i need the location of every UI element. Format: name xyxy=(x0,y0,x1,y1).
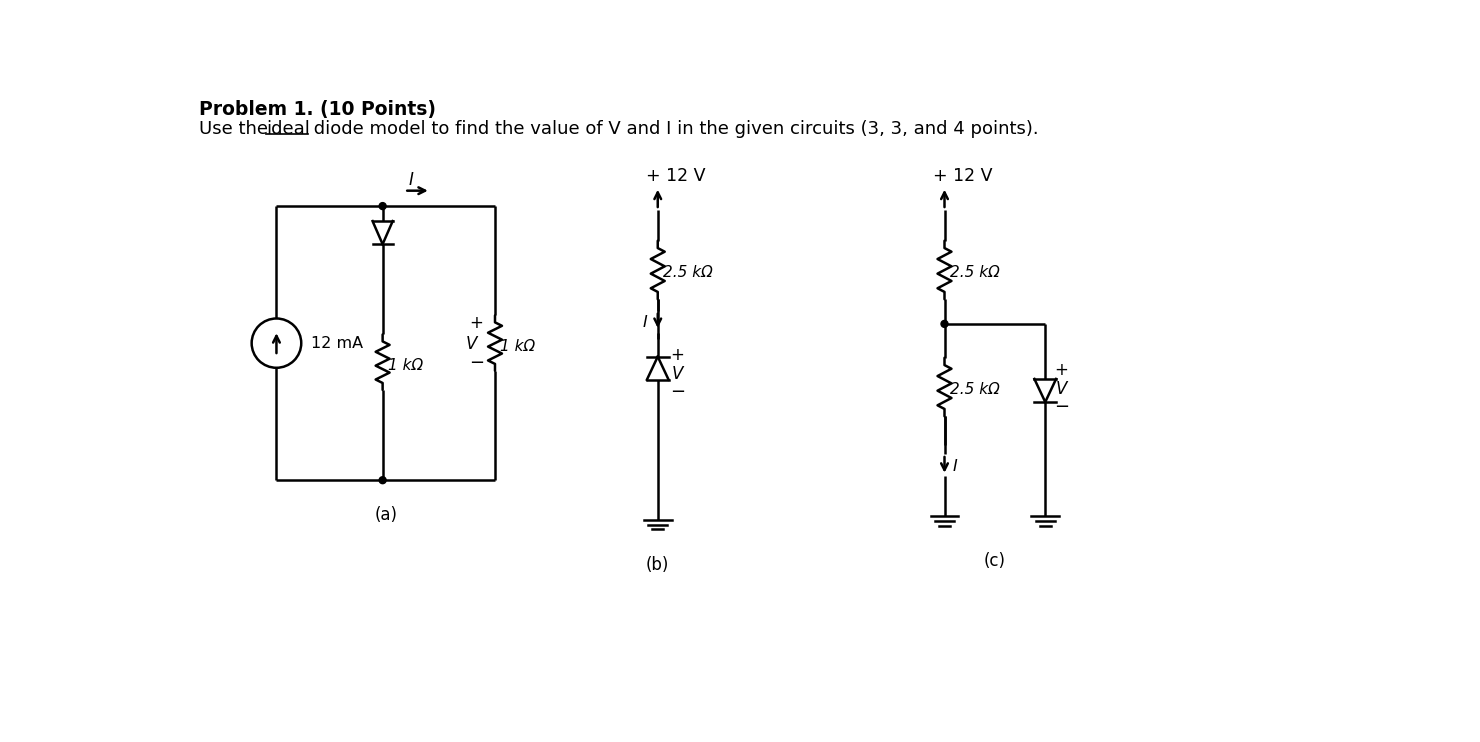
Text: +: + xyxy=(1055,361,1069,379)
Text: V: V xyxy=(672,365,684,383)
Text: I: I xyxy=(408,171,413,189)
Text: Use the: Use the xyxy=(198,120,274,138)
Text: −: − xyxy=(670,383,685,401)
Text: I: I xyxy=(642,315,647,330)
Text: +: + xyxy=(670,346,684,364)
Text: diode model to find the value of V and I in the given circuits (3, 3, and 4 poin: diode model to find the value of V and I… xyxy=(308,120,1039,138)
Text: 2.5 kΩ: 2.5 kΩ xyxy=(950,265,999,280)
Text: +: + xyxy=(469,314,484,332)
Text: ideal: ideal xyxy=(266,120,309,138)
Text: 2.5 kΩ: 2.5 kΩ xyxy=(950,382,999,397)
Text: 1 kΩ: 1 kΩ xyxy=(388,358,423,372)
Circle shape xyxy=(379,203,386,209)
Text: (c): (c) xyxy=(984,552,1006,570)
Text: (b): (b) xyxy=(647,556,669,574)
Text: −: − xyxy=(1055,398,1070,416)
Text: (a): (a) xyxy=(374,506,397,525)
Text: 12 mA: 12 mA xyxy=(311,335,363,351)
Text: 1 kΩ: 1 kΩ xyxy=(500,338,536,354)
Text: 2.5 kΩ: 2.5 kΩ xyxy=(663,265,713,280)
Text: −: − xyxy=(469,354,484,372)
Circle shape xyxy=(941,321,949,327)
Text: I: I xyxy=(952,459,958,474)
Circle shape xyxy=(379,477,386,484)
Text: V: V xyxy=(466,335,478,353)
Text: + 12 V: + 12 V xyxy=(647,167,706,185)
Text: + 12 V: + 12 V xyxy=(932,167,993,185)
Text: V: V xyxy=(1057,381,1067,398)
Text: Problem 1. (10 Points): Problem 1. (10 Points) xyxy=(198,100,437,119)
